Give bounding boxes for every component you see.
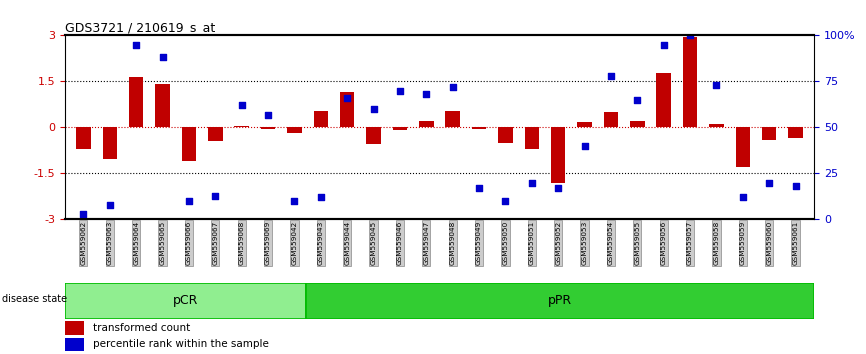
Point [393,88,407,93]
Text: GSM559058: GSM559058 [714,221,720,265]
Bar [709,124,724,127]
Bar [735,127,750,167]
Point [552,185,565,191]
Text: GSM559048: GSM559048 [449,221,456,265]
Point [525,180,539,185]
Bar [366,127,381,144]
Text: pPR: pPR [548,295,572,307]
Bar [472,127,487,129]
Bar [288,127,301,133]
Point [340,95,354,101]
Text: GSM559061: GSM559061 [792,221,798,265]
Point [762,180,776,185]
Point [262,112,275,118]
Bar [65,283,306,319]
Point [209,193,223,198]
Text: GSM559054: GSM559054 [608,221,614,265]
Point [76,211,90,217]
Text: GSM559069: GSM559069 [265,221,271,265]
Bar [261,127,275,129]
Point [103,202,117,207]
Bar [656,73,671,127]
Text: GSM559042: GSM559042 [292,221,297,265]
Point [736,195,750,200]
Bar [208,127,223,141]
Text: GSM559059: GSM559059 [740,221,746,265]
Bar [102,127,117,159]
Bar [340,92,354,127]
Bar [551,127,565,183]
Bar [682,37,697,127]
Bar [630,121,644,127]
Bar [235,126,249,127]
Text: GSM559063: GSM559063 [107,221,113,265]
Text: GDS3721 / 210619_s_at: GDS3721 / 210619_s_at [65,21,215,34]
Text: transformed count: transformed count [93,323,191,333]
Point [182,198,196,204]
Point [288,198,301,204]
Text: pCR: pCR [172,295,198,307]
Point [499,198,513,204]
Bar [392,127,407,130]
Text: GSM559050: GSM559050 [502,221,508,265]
Bar [445,112,460,127]
Text: GSM559047: GSM559047 [423,221,430,265]
Point [683,33,697,38]
Bar [76,127,91,149]
Point [656,42,670,47]
Bar [129,77,144,127]
Point [789,183,803,189]
Text: GSM559067: GSM559067 [212,221,218,265]
Point [313,195,327,200]
Point [129,42,143,47]
Text: GSM559068: GSM559068 [239,221,245,265]
Text: GSM559065: GSM559065 [159,221,165,265]
Text: GSM559062: GSM559062 [81,221,87,265]
Point [709,82,723,88]
Text: GSM559053: GSM559053 [582,221,587,265]
Point [446,84,460,90]
Text: GSM559046: GSM559046 [397,221,403,265]
Text: GSM559056: GSM559056 [661,221,667,265]
Text: GSM559051: GSM559051 [529,221,535,265]
Point [604,73,617,79]
Point [578,143,591,149]
Text: GSM559044: GSM559044 [344,221,350,265]
Bar [65,338,84,351]
Text: GSM559057: GSM559057 [687,221,693,265]
Bar [65,321,84,335]
Text: disease state: disease state [2,294,67,304]
Text: GSM559055: GSM559055 [634,221,640,265]
Bar [604,112,618,127]
Text: GSM559064: GSM559064 [133,221,139,265]
Text: GSM559049: GSM559049 [476,221,482,265]
Text: percentile rank within the sample: percentile rank within the sample [93,339,269,349]
Bar [306,283,814,319]
Point [156,55,170,60]
Bar [788,127,803,138]
Bar [155,84,170,127]
Text: GSM559043: GSM559043 [318,221,324,265]
Point [235,103,249,108]
Point [472,185,486,191]
Point [630,97,644,103]
Bar [182,127,197,161]
Text: GSM559066: GSM559066 [186,221,192,265]
Text: GSM559060: GSM559060 [766,221,772,265]
Bar [313,110,328,127]
Bar [525,127,539,149]
Bar [419,121,434,127]
Point [366,106,380,112]
Bar [498,127,513,143]
Point [419,91,433,97]
Text: GSM559052: GSM559052 [555,221,561,265]
Bar [762,127,777,140]
Bar [578,122,591,127]
Text: GSM559045: GSM559045 [371,221,377,265]
